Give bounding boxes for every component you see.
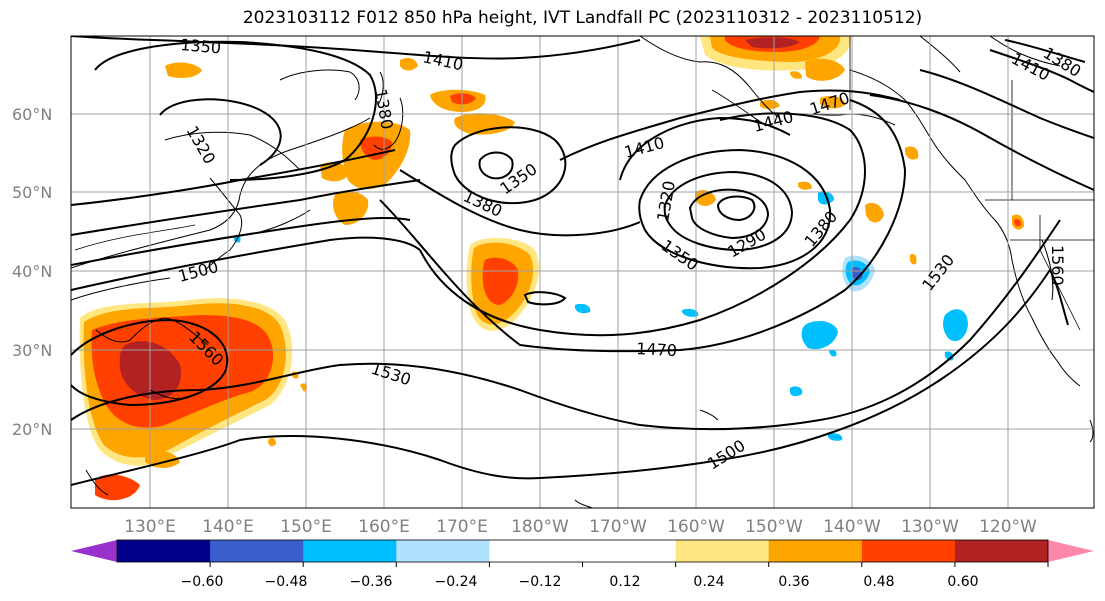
colorbar-segment — [954, 540, 1049, 562]
map-frame — [70, 35, 1095, 509]
colorbar-labels: −0.60 −0.48 −0.36 −0.24 −0.12 0.12 0.24 … — [181, 574, 979, 590]
lon-label: 160°E — [358, 517, 410, 537]
colorbar-extend-max — [1048, 540, 1094, 562]
colorbar-tick-label: 0.36 — [778, 574, 809, 590]
colorbar-segment — [489, 540, 583, 562]
colorbar-tick-label: −0.60 — [181, 574, 224, 590]
contour-label: 1560 — [1048, 245, 1067, 286]
longitude-labels: 130°E 140°E 150°E 160°E 170°E 180°W 170°… — [124, 517, 1037, 537]
colorbar-tick-label: −0.48 — [265, 574, 308, 590]
lat-label: 20°N — [12, 420, 52, 439]
lon-label: 150°W — [745, 517, 803, 537]
height-contours — [71, 36, 1094, 486]
colorbar-segment — [768, 540, 863, 562]
lon-label: 150°E — [280, 517, 332, 537]
lon-label: 180°W — [511, 517, 569, 537]
colorbar-segment — [582, 540, 677, 562]
colorbar-segment — [210, 540, 304, 562]
lon-label: 130°W — [901, 517, 959, 537]
colorbar-segments — [117, 540, 1049, 562]
gridlines — [71, 36, 1094, 508]
lon-label: 130°E — [124, 517, 176, 537]
colorbar-segment — [675, 540, 770, 562]
map-title: 2023103112 F012 850 hPa height, IVT Land… — [242, 8, 923, 28]
colorbar-tick-label: 0.12 — [609, 574, 640, 590]
colorbar-segment — [861, 540, 956, 562]
colorbar: −0.60 −0.48 −0.36 −0.24 −0.12 0.12 0.24 … — [71, 539, 1094, 590]
lat-label: 50°N — [12, 183, 52, 202]
colorbar-segment — [117, 540, 211, 562]
colorbar-segment — [303, 540, 397, 562]
colorbar-segment — [396, 540, 490, 562]
lon-label: 140°E — [202, 517, 254, 537]
lon-label: 160°W — [667, 517, 725, 537]
lat-label: 60°N — [12, 105, 52, 124]
lon-label: 120°W — [979, 517, 1037, 537]
lat-label: 30°N — [12, 341, 52, 360]
colorbar-tick-label: −0.36 — [350, 574, 393, 590]
contour-label: 1350 — [180, 35, 222, 57]
colorbar-tick-label: −0.24 — [435, 574, 478, 590]
lat-label: 40°N — [12, 262, 52, 281]
colorbar-tick-label: 0.48 — [863, 574, 894, 590]
contour-label: 1470 — [636, 339, 678, 360]
lon-label: 170°E — [436, 517, 488, 537]
colorbar-tick-label: −0.12 — [519, 574, 562, 590]
colorbar-tick-label: 0.60 — [947, 574, 978, 590]
lon-label: 170°W — [589, 517, 647, 537]
latitude-labels: 60°N 50°N 40°N 30°N 20°N — [12, 105, 52, 439]
colorbar-extend-min — [71, 540, 117, 562]
ivt-negative-shading — [233, 191, 968, 441]
colorbar-ticks — [209, 562, 1049, 567]
map-panel: 1350 1410 1380 1320 1350 1380 1410 1440 … — [71, 35, 1094, 508]
colorbar-tick-label: 0.24 — [693, 574, 724, 590]
lon-label: 140°W — [823, 517, 881, 537]
